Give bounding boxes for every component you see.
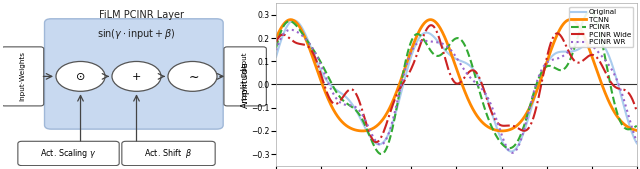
Original bbox=[626, 125, 634, 127]
Text: $\sim$: $\sim$ bbox=[186, 70, 199, 83]
TCNN bbox=[272, 37, 280, 39]
PCINR Wide bbox=[428, 24, 435, 26]
TCNN bbox=[633, 129, 640, 131]
Original bbox=[291, 19, 298, 21]
PCINR Wide bbox=[469, 69, 477, 71]
PCINR bbox=[633, 125, 640, 127]
Circle shape bbox=[112, 62, 161, 91]
TCNN bbox=[570, 19, 577, 21]
TCNN bbox=[445, 48, 453, 50]
PCINR Wide bbox=[570, 58, 577, 60]
PCINR bbox=[586, 10, 594, 12]
Legend: Original, TCNN, PCINR, PCINR Wide, PCINR WR: Original, TCNN, PCINR, PCINR Wide, PCINR… bbox=[569, 7, 633, 47]
Line: Original: Original bbox=[276, 20, 637, 151]
TCNN bbox=[487, 127, 495, 129]
TCNN bbox=[566, 19, 574, 21]
TCNN bbox=[499, 130, 506, 132]
PCINR Wide bbox=[626, 93, 634, 95]
Text: FiLM PCINR Layer: FiLM PCINR Layer bbox=[99, 10, 184, 20]
PCINR WR bbox=[272, 49, 280, 51]
FancyBboxPatch shape bbox=[224, 47, 266, 106]
PCINR Wide bbox=[447, 75, 455, 77]
Line: PCINR: PCINR bbox=[276, 11, 637, 154]
PCINR bbox=[444, 45, 452, 47]
PCINR bbox=[468, 64, 476, 66]
PCINR WR bbox=[447, 48, 454, 50]
TCNN bbox=[467, 105, 475, 107]
PCINR Wide bbox=[372, 141, 380, 143]
Text: Act. Scaling $\gamma$: Act. Scaling $\gamma$ bbox=[40, 147, 97, 160]
PCINR Wide bbox=[272, 41, 280, 43]
PCINR Wide bbox=[633, 111, 640, 113]
Circle shape bbox=[168, 62, 217, 91]
PCINR WR bbox=[509, 152, 516, 154]
Original bbox=[633, 142, 640, 144]
PCINR bbox=[272, 47, 280, 49]
Text: $+$: $+$ bbox=[131, 71, 141, 82]
Y-axis label: Amplitude: Amplitude bbox=[241, 61, 250, 108]
PCINR WR bbox=[633, 141, 640, 143]
Original bbox=[272, 56, 280, 58]
PCINR WR bbox=[468, 78, 476, 80]
Original bbox=[507, 150, 515, 152]
PCINR bbox=[568, 53, 576, 55]
Original bbox=[468, 67, 476, 69]
FancyBboxPatch shape bbox=[18, 141, 119, 166]
PCINR Wide bbox=[445, 70, 452, 72]
Text: Input·Weights: Input·Weights bbox=[20, 51, 26, 101]
TCNN bbox=[626, 127, 634, 129]
Original bbox=[444, 52, 452, 54]
PCINR WR bbox=[444, 46, 452, 48]
FancyBboxPatch shape bbox=[1, 47, 44, 106]
FancyBboxPatch shape bbox=[45, 19, 223, 129]
Original bbox=[570, 50, 577, 52]
Text: $\sin(\gamma \cdot \mathrm{input} + \beta)$: $\sin(\gamma \cdot \mathrm{input} + \bet… bbox=[97, 27, 176, 41]
Text: Layer Output: Layer Output bbox=[242, 53, 248, 100]
Text: Act. Shift  $\beta$: Act. Shift $\beta$ bbox=[144, 147, 193, 160]
PCINR WR bbox=[626, 118, 634, 120]
PCINR bbox=[626, 128, 634, 130]
FancyBboxPatch shape bbox=[122, 141, 215, 166]
Original bbox=[488, 111, 495, 113]
Original bbox=[447, 54, 454, 56]
Circle shape bbox=[56, 62, 105, 91]
PCINR WR bbox=[488, 105, 495, 107]
PCINR WR bbox=[570, 46, 577, 48]
PCINR Wide bbox=[488, 113, 496, 115]
Text: $\odot$: $\odot$ bbox=[76, 71, 86, 82]
Line: PCINR WR: PCINR WR bbox=[276, 30, 637, 153]
Line: TCNN: TCNN bbox=[276, 20, 637, 131]
TCNN bbox=[444, 43, 451, 45]
PCINR bbox=[447, 43, 454, 45]
PCINR WR bbox=[287, 29, 294, 31]
PCINR bbox=[488, 125, 495, 127]
PCINR bbox=[377, 153, 385, 155]
Line: PCINR Wide: PCINR Wide bbox=[276, 25, 637, 142]
